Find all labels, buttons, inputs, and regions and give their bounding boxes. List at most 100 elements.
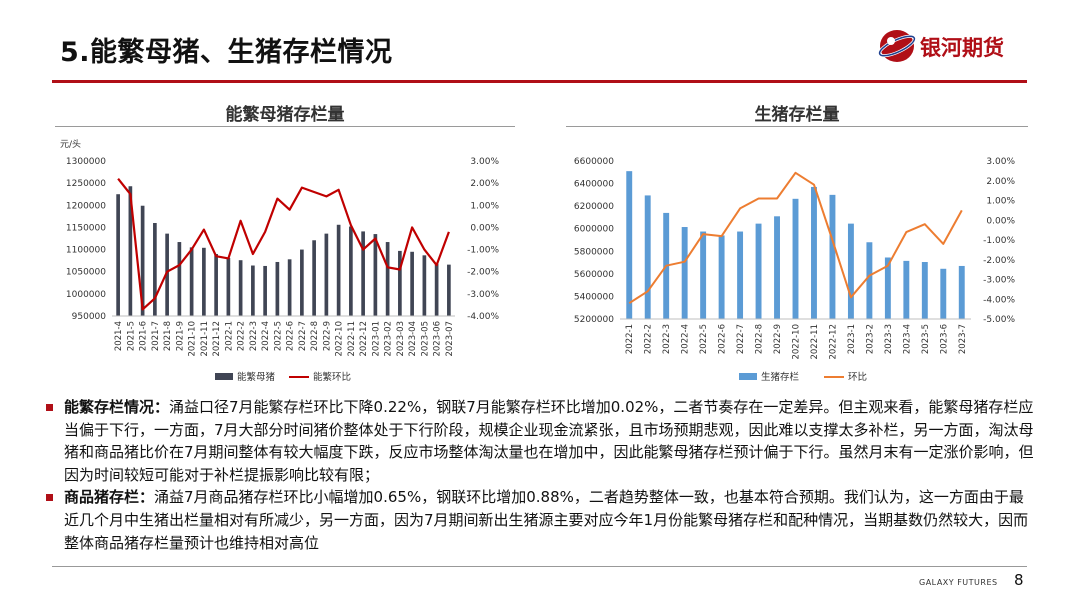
x-tick-label: 2021-11	[200, 321, 210, 357]
x-tick-label: 2023-01	[371, 321, 381, 357]
x-tick-label: 2021-6	[139, 321, 149, 351]
x-tick-label: 2022-12	[828, 324, 838, 360]
bar	[238, 260, 243, 316]
bar	[361, 231, 365, 316]
bar	[153, 223, 157, 316]
bullet-text: 涌益7月商品猪存栏环比小幅增加0.65%，钢联环比增加0.88%，二者趋势整体一…	[64, 488, 1029, 552]
bar	[718, 235, 725, 319]
x-tick-label: 2022-12	[359, 321, 369, 357]
bar	[165, 233, 169, 316]
bar	[300, 249, 304, 316]
bar	[847, 223, 854, 319]
y2-tick-label: -4.00%	[467, 312, 499, 322]
x-tick-label: 2022-8	[755, 324, 765, 354]
y-tick-label: 950000	[72, 312, 107, 322]
company-logo: 银河期货	[877, 26, 1037, 68]
bullet-marker	[46, 494, 53, 502]
bullet-hog-inventory: 商品猪存栏：涌益7月商品猪存栏环比小幅增加0.65%，钢联环比增加0.88%，二…	[44, 486, 1034, 554]
x-tick-label: 2023-07	[445, 321, 455, 357]
x-tick-label: 2022-1	[224, 321, 234, 351]
x-tick-label: 2023-05	[420, 321, 430, 357]
y-tick-label: 6000000	[574, 225, 614, 235]
x-tick-label: 2023-2	[865, 324, 875, 354]
x-tick-label: 2022-9	[773, 324, 783, 354]
footer-brand: GALAXY FUTURES	[919, 578, 998, 587]
bar	[189, 247, 194, 316]
bar	[903, 260, 910, 319]
sow-chart-svg: 元/头 1300000 1250000 1200000 1150000 1100000 10…	[60, 139, 499, 383]
title-divider	[52, 80, 1027, 83]
x-tick-label: 2022-3	[249, 321, 259, 351]
x-tick-label: 2022-5	[699, 324, 709, 354]
legend-label: 环比	[848, 371, 867, 383]
bar	[681, 227, 688, 319]
y2-tick-label: -3.00%	[983, 276, 1015, 286]
y2-tick-label: -3.00%	[467, 290, 499, 300]
y2-tick-label: -1.00%	[983, 236, 1015, 246]
bar	[737, 231, 744, 319]
bar	[422, 255, 427, 316]
y-tick-label: 1000000	[66, 290, 106, 300]
bar	[921, 262, 928, 319]
bar	[866, 242, 873, 319]
y2-tick-label: 1.00%	[470, 201, 499, 211]
x-tick-label: 2022-9	[322, 321, 332, 351]
chart-title-rule	[55, 126, 515, 127]
bar	[226, 257, 231, 316]
y-tick-label: 1050000	[66, 268, 106, 278]
footer-divider	[52, 566, 1027, 567]
bar	[884, 257, 891, 319]
bar	[447, 264, 451, 316]
legend-label: 生猪存栏	[761, 371, 800, 383]
legend-swatch-bar	[739, 373, 757, 380]
y-axis-unit-label: 元/头	[60, 139, 81, 150]
bar	[829, 194, 836, 319]
x-tick-label: 2021-10	[188, 321, 198, 357]
y-tick-label: 1100000	[66, 246, 106, 256]
x-tick-label: 2023-3	[884, 324, 894, 354]
y-tick-label: 1300000	[66, 157, 106, 167]
galaxy-logo-icon	[878, 30, 916, 62]
y-tick-label: 1150000	[66, 223, 106, 233]
x-tick-label: 2022-4	[681, 324, 691, 354]
chart-title: 生猪存栏量	[754, 105, 840, 125]
x-tick-label: 2023-06	[433, 321, 443, 357]
hog-chart-svg: 6600000 6400000 6200000 6000000 5800000 56000…	[574, 157, 1016, 383]
analysis-bullets: 能繁存栏情况：涌益口径7月能繁存栏环比下降0.22%，钢联7月能繁存栏环比增加0…	[44, 396, 1034, 554]
bar	[940, 268, 947, 319]
bar	[214, 254, 218, 316]
y2-tick-label: -2.00%	[467, 268, 499, 278]
x-tick-label: 2022-7	[298, 321, 308, 351]
x-tick-label: 2021-5	[126, 321, 136, 351]
x-tick-label: 2022-6	[286, 321, 296, 351]
bullet-label: 商品猪存栏：	[64, 488, 155, 507]
bar	[128, 186, 133, 316]
bar	[349, 226, 353, 316]
page-title: 5.能繁母猪、生猪存栏情况	[60, 37, 393, 68]
y-tick-label: 6400000	[574, 180, 614, 190]
y-tick-label: 6600000	[574, 157, 614, 167]
series-line	[117, 178, 450, 311]
bar	[626, 171, 633, 319]
y2-tick-label: 0.00%	[470, 223, 499, 233]
bar	[336, 224, 341, 316]
bar	[774, 216, 780, 319]
x-tick-label: 2022-3	[662, 324, 672, 354]
y-tick-label: 1250000	[66, 179, 106, 189]
bar	[811, 186, 817, 319]
bar	[324, 233, 329, 316]
y2-tick-label: -4.00%	[983, 295, 1015, 305]
y2-tick-label: 0.00%	[986, 216, 1015, 226]
bar	[312, 240, 316, 316]
x-tick-label: 2021-8	[163, 321, 173, 351]
bar	[755, 223, 762, 319]
bar	[410, 251, 414, 316]
bar	[958, 265, 965, 319]
bar	[385, 242, 390, 316]
chart-title-rule	[566, 126, 1028, 127]
x-tick-label: 2022-1	[625, 324, 635, 354]
x-tick-label: 2023-4	[902, 324, 912, 354]
bullet-label: 能繁存栏情况：	[64, 398, 170, 416]
x-tick-label: 2023-5	[921, 324, 931, 354]
bar	[275, 261, 280, 316]
